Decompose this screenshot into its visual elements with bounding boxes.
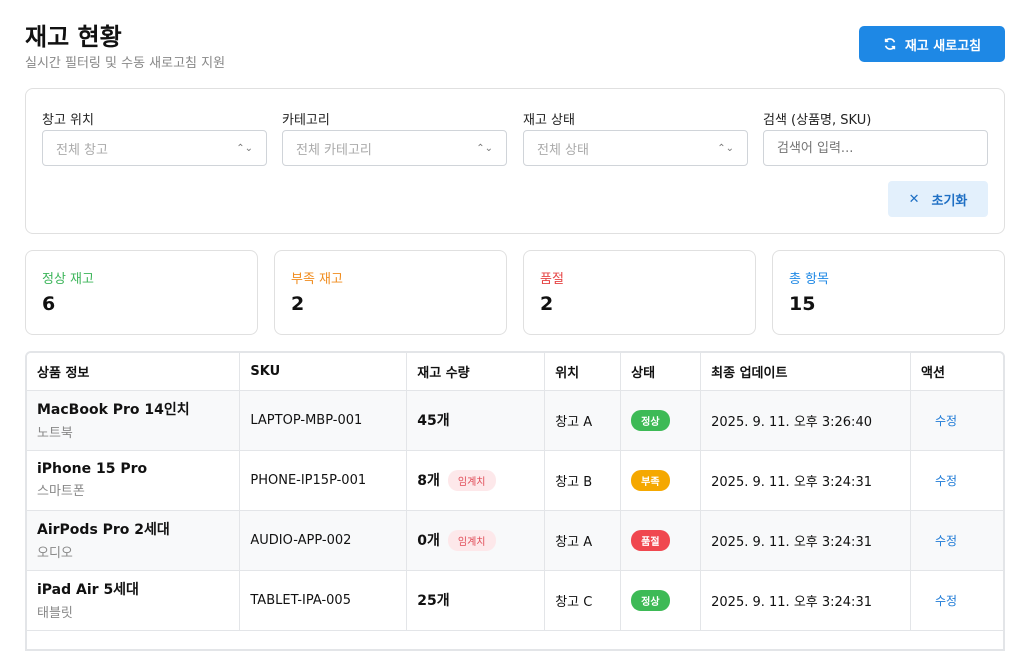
status-badge: 정상	[631, 589, 670, 611]
refresh-label: 재고 새로고침	[904, 38, 982, 54]
product-name: iPhone 15 Pro	[37, 461, 148, 477]
edit-button[interactable]: 수정	[934, 473, 958, 488]
stat-card: 품절 2	[523, 250, 756, 335]
product-name: iPad Air 5세대	[37, 582, 139, 598]
updated-at: 2025. 9. 11. 오후 3:24:31	[700, 570, 911, 631]
column-header: 액션	[910, 353, 1003, 391]
category-value: 전체 카테고리	[296, 142, 372, 158]
table-row: iPad Air 5세대 태블릿 TABLET-IPA-005 25개 창고 C …	[27, 570, 1003, 631]
stat-label: 품절	[540, 272, 564, 287]
column-header: 위치	[544, 353, 622, 391]
product-category: 스마트폰	[37, 484, 85, 499]
category-label: 카테고리	[282, 113, 330, 128]
stat-label: 부족 재고	[291, 272, 343, 287]
search-label: 검색 (상품명, SKU)	[763, 113, 872, 128]
quantity: 8개	[417, 472, 440, 489]
product-name: AirPods Pro 2세대	[37, 522, 170, 538]
stat-value: 15	[789, 293, 816, 315]
stat-card: 정상 재고 6	[25, 250, 258, 335]
refresh-icon	[884, 38, 896, 50]
quantity: 0개	[417, 532, 440, 549]
reset-button[interactable]: ✕ 초기화	[888, 181, 988, 217]
column-header: 상태	[620, 353, 702, 391]
search-input[interactable]	[763, 130, 988, 166]
edit-button[interactable]: 수정	[934, 413, 958, 428]
quantity: 25개	[417, 593, 450, 609]
status-select[interactable]: 전체 상태 ⌃⌄	[523, 130, 748, 166]
reset-label: 초기화	[931, 193, 968, 209]
location: 창고 B	[544, 450, 622, 511]
status-badge: 품절	[631, 529, 670, 551]
updated-at: 2025. 9. 11. 오후 3:26:40	[700, 390, 911, 451]
column-header: 최종 업데이트	[700, 353, 911, 391]
product-name: MacBook Pro 14인치	[37, 402, 190, 418]
updated-at: 2025. 9. 11. 오후 3:24:31	[700, 510, 911, 571]
edit-button[interactable]: 수정	[934, 593, 958, 608]
inventory-table: 상품 정보 SKU 재고 수량 위치 상태 최종 업데이트 액션 MacBook Pro 1…	[25, 351, 1005, 651]
threshold-badge: 임계치	[447, 529, 496, 551]
stat-value: 2	[540, 293, 554, 315]
column-header: 재고 수량	[406, 353, 546, 391]
stat-label: 정상 재고	[42, 272, 94, 287]
stat-label: 총 항목	[789, 272, 830, 287]
column-header: SKU	[239, 353, 408, 391]
updated-at: 2025. 9. 11. 오후 3:24:31	[700, 450, 911, 511]
stat-card: 부족 재고 2	[274, 250, 507, 335]
status-badge: 정상	[631, 409, 670, 431]
status-label: 재고 상태	[523, 113, 575, 128]
location: 창고 A	[544, 510, 622, 571]
filter-panel: 창고 위치 전체 창고 ⌃⌄ 카테고리 전체 카테고리 ⌃⌄ 재고 상태 전체 상태…	[25, 88, 1005, 234]
threshold-badge: 임계치	[447, 469, 496, 491]
location: 창고 A	[544, 390, 622, 451]
product-category: 오디오	[37, 546, 73, 561]
warehouse-value: 전체 창고	[56, 142, 108, 158]
column-header: 상품 정보	[27, 353, 241, 391]
sku: TABLET-IPA-005	[239, 570, 408, 631]
category-select[interactable]: 전체 카테고리 ⌃⌄	[282, 130, 507, 166]
chevron-up-down-icon: ⌃⌄	[236, 142, 253, 154]
edit-button[interactable]: 수정	[934, 533, 958, 548]
sku: LAPTOP-MBP-001	[239, 390, 408, 451]
page-subtitle: 실시간 필터링 및 수동 새로고침 지원	[25, 56, 226, 71]
stat-card: 총 항목 15	[772, 250, 1005, 335]
status-badge: 부족	[631, 469, 670, 491]
chevron-up-down-icon: ⌃⌄	[476, 142, 493, 154]
product-category: 노트북	[37, 426, 73, 441]
table-row: iPhone 15 Pro 스마트폰 PHONE-IP15P-001 8개 임계치 …	[27, 450, 1003, 511]
warehouse-select[interactable]: 전체 창고 ⌃⌄	[42, 130, 267, 166]
quantity: 45개	[417, 413, 450, 429]
product-category: 태블릿	[37, 606, 73, 621]
sku: AUDIO-APP-002	[239, 510, 408, 571]
sku: PHONE-IP15P-001	[239, 450, 408, 511]
page-title: 재고 현황	[25, 23, 122, 51]
chevron-up-down-icon: ⌃⌄	[717, 142, 734, 154]
stat-value: 2	[291, 293, 305, 315]
stat-value: 6	[42, 293, 56, 315]
warehouse-label: 창고 위치	[42, 113, 94, 128]
status-value: 전체 상태	[537, 142, 589, 158]
refresh-inventory-button[interactable]: 재고 새로고침	[859, 26, 1005, 62]
location: 창고 C	[544, 570, 622, 631]
close-icon: ✕	[908, 191, 920, 207]
